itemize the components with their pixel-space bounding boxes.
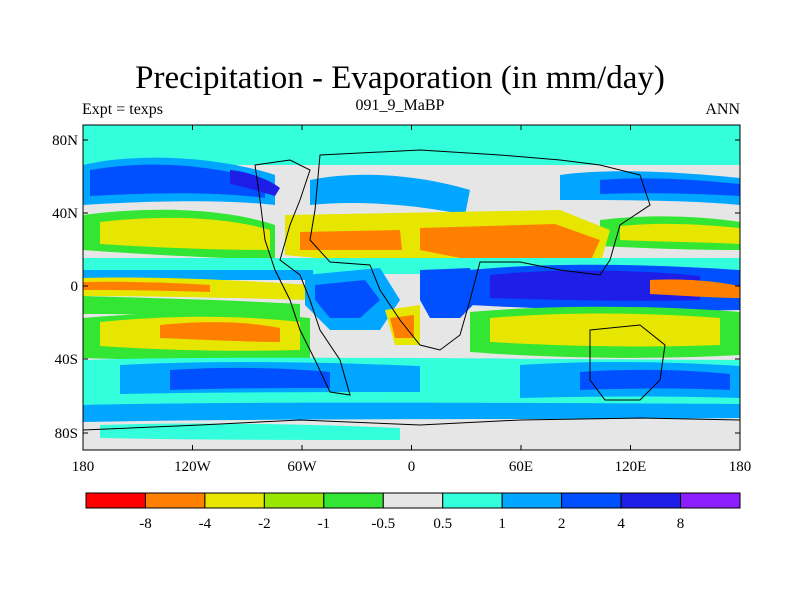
axis-ticks <box>82 125 741 450</box>
colorbar-labels: -8 -4 -2 -1 -0.5 0.5 1 2 4 8 <box>139 516 684 532</box>
contour-field <box>83 125 740 450</box>
colorbar-swatch <box>85 492 146 509</box>
colorbar-label: -2 <box>258 516 271 532</box>
colorbar-label: -4 <box>199 516 212 532</box>
lon-label: 120E <box>615 459 647 475</box>
colorbar-swatch <box>263 492 325 509</box>
lon-label: 180 <box>72 459 95 475</box>
lon-label: 60W <box>287 459 317 475</box>
colorbar-swatch <box>680 492 741 509</box>
colorbar-swatch <box>442 492 503 509</box>
colorbar-label: -0.5 <box>371 516 395 532</box>
colorbar-label: 0.5 <box>433 516 452 532</box>
lat-label: 80N <box>52 133 78 149</box>
lat-label: 0 <box>71 279 79 295</box>
lon-label: 180 <box>729 459 752 475</box>
colorbar-swatch <box>501 492 563 509</box>
season-label: ANN <box>705 101 740 118</box>
colorbar-label: 8 <box>677 516 685 532</box>
colorbar-swatch <box>144 492 206 509</box>
colorbar-label: -1 <box>318 516 331 532</box>
colorbar-label: -8 <box>139 516 152 532</box>
latitude-labels: 80N 40N 0 40S 80S <box>52 133 78 442</box>
lon-label: 120W <box>174 459 212 475</box>
colorbar-swatch <box>382 492 444 509</box>
lat-label: 40S <box>55 352 78 368</box>
period-label: 091_9_MaBP <box>355 97 445 114</box>
colorbar-label: 4 <box>617 516 625 532</box>
colorbar <box>85 492 741 509</box>
colorbar-label: 1 <box>498 516 506 532</box>
longitude-labels: 180 120W 60W 0 60E 120E 180 <box>72 459 752 475</box>
colorbar-label: 2 <box>558 516 566 532</box>
lon-label: 0 <box>408 459 416 475</box>
lon-label: 60E <box>509 459 533 475</box>
colorbar-swatch <box>561 492 622 509</box>
colorbar-swatch <box>204 492 265 509</box>
lat-label: 40N <box>52 206 78 222</box>
lat-label: 80S <box>55 426 78 442</box>
colorbar-swatch <box>323 492 384 509</box>
coastlines <box>83 149 740 431</box>
experiment-label: Expt = texps <box>82 101 164 118</box>
plot-title: Precipitation - Evaporation (in mm/day) <box>135 60 665 96</box>
colorbar-swatch <box>620 492 682 509</box>
